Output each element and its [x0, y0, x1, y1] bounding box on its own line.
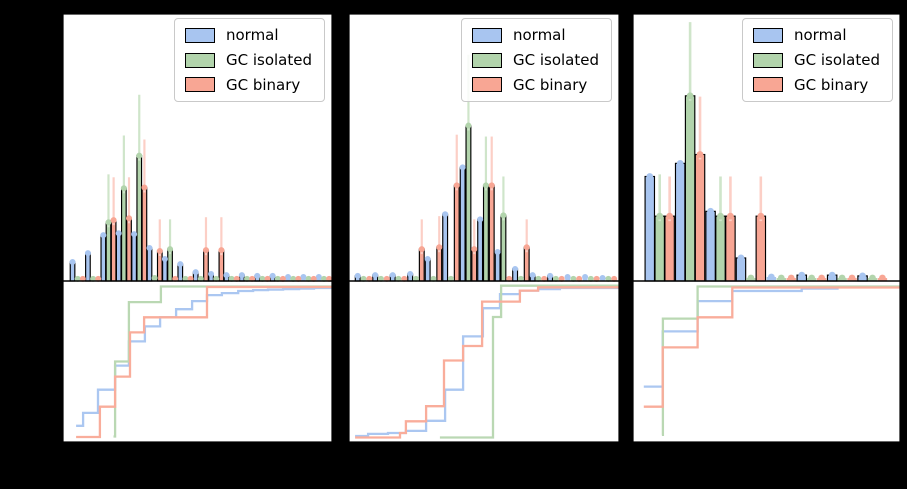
legend-swatch-normal	[184, 27, 215, 43]
legend-item-gc-binary: GC binary	[184, 75, 312, 95]
legend-box: normal GC isolated GC binary	[741, 18, 893, 103]
legend-swatch-gc-binary	[752, 77, 783, 93]
legend-item-normal: normal	[752, 26, 880, 45]
subplot-column-2: normal GC isolated GC binary	[348, 13, 620, 443]
legend-label-gc-isolated: GC isolated	[512, 50, 599, 69]
legend-label-normal: normal	[793, 26, 847, 44]
legend-swatch-gc-isolated	[184, 52, 215, 68]
legend-item-gc-binary: GC binary	[471, 75, 599, 95]
legend-label-gc-isolated: GC isolated	[225, 50, 312, 69]
legend-label-gc-binary: GC binary	[512, 75, 588, 94]
legend-item-gc-isolated: GC isolated	[184, 50, 312, 70]
legend-swatch-gc-binary	[471, 77, 502, 93]
legend-swatch-gc-isolated	[471, 52, 502, 68]
legend-item-gc-isolated: GC isolated	[471, 50, 599, 70]
legend-box: normal GC isolated GC binary	[460, 18, 612, 103]
legend-item-gc-binary: GC binary	[752, 75, 880, 95]
legend-label-normal: normal	[512, 26, 566, 44]
legend-item-normal: normal	[471, 26, 599, 45]
legend-label-gc-binary: GC binary	[225, 75, 301, 94]
legend-swatch-gc-isolated	[752, 52, 783, 68]
legend-item-gc-isolated: GC isolated	[752, 50, 880, 70]
legend-label-gc-isolated: GC isolated	[793, 50, 880, 69]
legend-swatch-normal	[471, 27, 502, 43]
legend-swatch-normal	[752, 27, 783, 43]
subplot-column-3: normal GC isolated GC binary	[632, 13, 901, 443]
legend-box: normal GC isolated GC binary	[173, 18, 325, 103]
legend-label-normal: normal	[225, 26, 279, 44]
legend-item-normal: normal	[184, 26, 312, 45]
legend-label-gc-binary: GC binary	[793, 75, 869, 94]
legend-swatch-gc-binary	[184, 77, 215, 93]
subplot-column-1: normal GC isolated GC binary	[62, 13, 333, 443]
